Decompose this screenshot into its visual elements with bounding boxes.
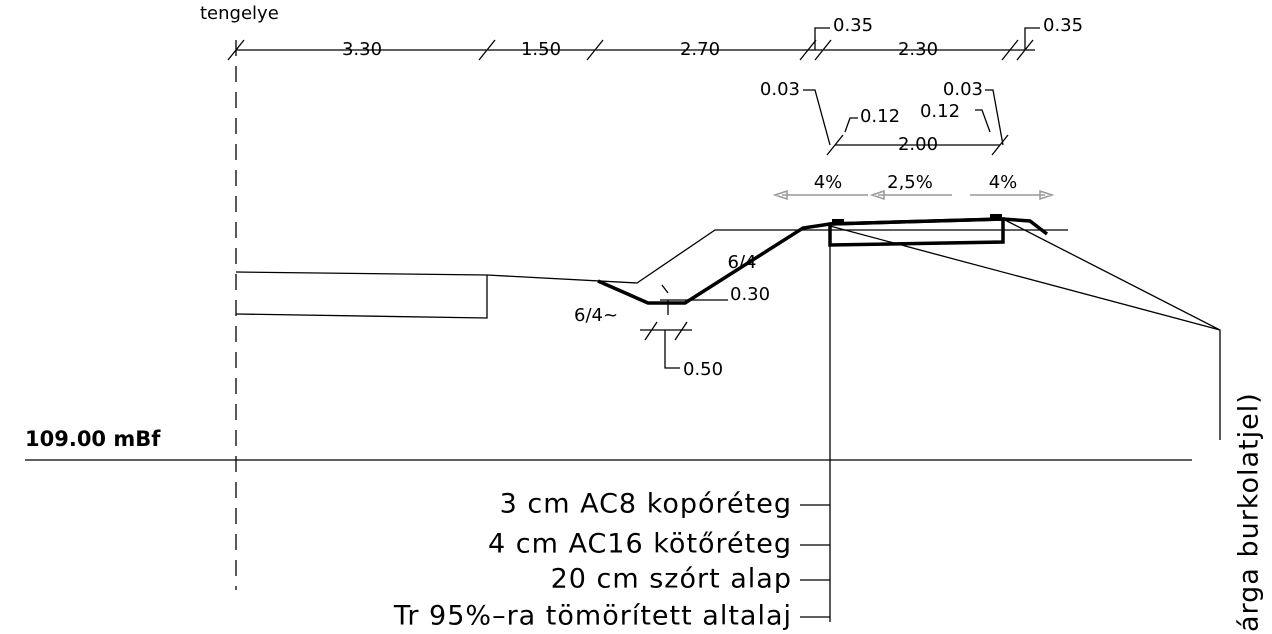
dimension-ticks [826, 134, 1009, 156]
dim-label: 0.35 [1043, 15, 1083, 36]
leader [814, 27, 1040, 50]
leader [829, 218, 1221, 440]
layer-label: 3 cm AC8 kopóréteg [500, 489, 792, 520]
width-dim [640, 321, 692, 369]
dim-label: 0.12 [860, 106, 900, 127]
side-note: árga burkolatjel) [1234, 392, 1265, 632]
slope-arrows [772, 189, 1055, 201]
pavement [828, 217, 1005, 247]
slope-label: 6/4 [728, 252, 757, 273]
layer-label: 20 cm szórt alap [551, 564, 792, 595]
slope-label: 6/4~ [574, 305, 618, 326]
dim-label: 0.30 [730, 284, 770, 305]
slope-label: 2,5% [887, 172, 933, 193]
dim-label: 0.50 [683, 359, 723, 380]
existing-line [235, 275, 488, 319]
dim-label: 3.30 [342, 39, 382, 60]
linework [25, 27, 1221, 622]
slope-label: 4% [989, 172, 1018, 193]
dim-label: 2.30 [898, 39, 938, 60]
dim-label: 0.35 [833, 15, 873, 36]
dim-label: 0.12 [920, 101, 960, 122]
slope-label: 4% [814, 172, 843, 193]
dim-label: 2.70 [680, 39, 720, 60]
layer-label: 4 cm AC16 kötőréteg [488, 529, 792, 560]
road-surface [597, 217, 1049, 305]
curb [832, 219, 844, 224]
dim-label: 2.00 [898, 134, 938, 155]
axis-label: tengelye [200, 3, 279, 24]
layer-ticks [800, 504, 830, 618]
dim-label: 1.50 [521, 39, 561, 60]
dimension-ticks [227, 39, 1034, 61]
dim-label: 0.03 [943, 79, 983, 100]
layer-label: Tr 95%–ra tömörített altalaj [393, 601, 792, 632]
leader [803, 89, 1004, 146]
elevation-label: 109.00 mBf [25, 427, 161, 451]
curb [990, 214, 1002, 219]
dim-label: 0.03 [760, 79, 800, 100]
ground-line [235, 229, 1068, 284]
depth-dim [660, 284, 728, 315]
